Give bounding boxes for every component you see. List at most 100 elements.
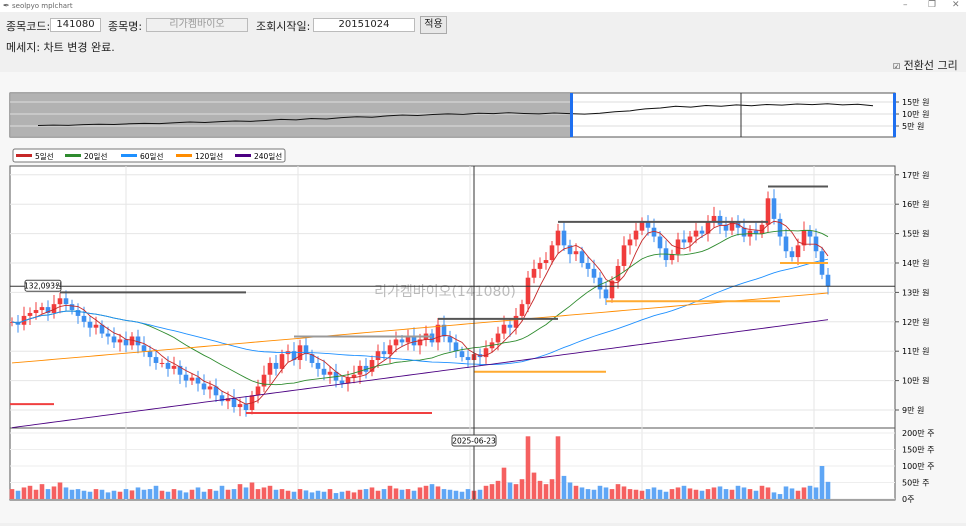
candle-body bbox=[717, 215, 723, 225]
candle-body bbox=[669, 254, 675, 261]
volume-bar bbox=[57, 482, 63, 499]
candle-body bbox=[351, 374, 357, 378]
candle-body bbox=[405, 336, 411, 343]
date-input[interactable]: 20151024 bbox=[313, 18, 415, 32]
volume-bar bbox=[111, 490, 117, 499]
code-input[interactable]: 141080 bbox=[50, 18, 101, 32]
volume-bar bbox=[465, 489, 471, 499]
ma-line-5 bbox=[11, 220, 829, 405]
candle-body bbox=[21, 315, 27, 325]
volume-bar bbox=[123, 489, 129, 499]
legend-swatch bbox=[16, 154, 32, 157]
volume-bar bbox=[651, 487, 657, 499]
candle-body bbox=[9, 321, 15, 323]
volume-bar bbox=[645, 489, 651, 499]
candle-body bbox=[279, 354, 285, 369]
candle-body bbox=[387, 345, 393, 355]
volume-bar bbox=[135, 487, 141, 499]
volume-bar bbox=[603, 487, 609, 499]
volume-bar bbox=[423, 485, 429, 499]
candle-body bbox=[735, 221, 741, 228]
candle-body bbox=[777, 218, 783, 237]
candle-body bbox=[645, 221, 651, 228]
candle-body bbox=[585, 263, 591, 269]
candle-body bbox=[315, 362, 321, 369]
feather-icon: ✒ bbox=[3, 1, 10, 10]
volume-bar bbox=[693, 489, 699, 499]
close-button[interactable]: ✕ bbox=[952, 0, 960, 10]
candle-body bbox=[711, 215, 717, 222]
apply-button[interactable]: 적용 bbox=[420, 16, 447, 34]
volume-bar bbox=[177, 490, 183, 499]
volume-bar bbox=[153, 485, 159, 499]
volume-bar bbox=[819, 466, 825, 499]
candle-body bbox=[135, 336, 141, 346]
candle-body bbox=[573, 251, 579, 255]
volume-bar bbox=[441, 489, 447, 499]
volume-bar bbox=[417, 487, 423, 499]
chart-canvas[interactable]: 5만 원 10만 원 15만 원 5일선 20일선 60일선 120일선 240일선 9만 원 1… bbox=[0, 72, 966, 523]
volume-bar bbox=[69, 489, 75, 499]
candle-body bbox=[675, 239, 681, 255]
volume-bar bbox=[321, 491, 327, 499]
candle-body bbox=[519, 304, 525, 316]
volume-bar bbox=[279, 489, 285, 499]
candle-body bbox=[627, 239, 633, 246]
candle-body bbox=[807, 230, 813, 237]
candle-body bbox=[447, 336, 453, 343]
candle-body bbox=[117, 339, 123, 343]
chart-area[interactable]: 5만 원 10만 원 15만 원 5일선 20일선 60일선 120일선 240일선 9만 원 1… bbox=[0, 72, 966, 523]
candle-body bbox=[525, 277, 531, 305]
candle-body bbox=[705, 221, 711, 234]
candle-body bbox=[111, 336, 117, 343]
candle-body bbox=[171, 365, 177, 369]
volume-bar bbox=[789, 488, 795, 499]
candle-body bbox=[687, 236, 693, 243]
volume-bar bbox=[393, 488, 399, 499]
volume-bar bbox=[183, 492, 189, 499]
price-plot-frame bbox=[9, 165, 896, 429]
volume-bar bbox=[507, 482, 513, 499]
volume-bar bbox=[543, 484, 549, 499]
navigator-shade bbox=[10, 93, 572, 137]
volume-bar bbox=[249, 482, 255, 499]
volume-bar bbox=[237, 484, 243, 499]
date-label-box bbox=[451, 434, 497, 447]
volume-bar bbox=[741, 487, 747, 499]
candle-body bbox=[399, 339, 405, 343]
candle-body bbox=[765, 198, 771, 225]
volume-bar bbox=[759, 485, 765, 499]
volume-bar bbox=[33, 489, 39, 499]
candle-body bbox=[153, 357, 159, 363]
candle-body bbox=[579, 251, 585, 263]
candle-body bbox=[207, 386, 213, 390]
candle-body bbox=[597, 277, 603, 290]
volume-bar bbox=[399, 489, 405, 499]
candle-body bbox=[183, 374, 189, 381]
nav-right-handle[interactable] bbox=[893, 93, 896, 137]
volume-bar bbox=[555, 436, 561, 499]
candle-body bbox=[441, 324, 447, 337]
volume-bar bbox=[687, 488, 693, 499]
candle-body bbox=[93, 324, 99, 328]
candle-body bbox=[639, 221, 645, 231]
maximize-button[interactable]: ❐ bbox=[928, 0, 937, 10]
minimize-button[interactable]: – bbox=[903, 0, 908, 10]
volume-bar bbox=[765, 487, 771, 499]
volume-bar bbox=[195, 487, 201, 499]
volume-bar bbox=[495, 480, 501, 499]
volume-bar bbox=[213, 490, 219, 499]
volume-bar bbox=[561, 475, 567, 499]
volume-bar bbox=[609, 489, 615, 499]
candle-body bbox=[261, 374, 267, 387]
volume-bar bbox=[291, 491, 297, 499]
nav-left-handle[interactable] bbox=[570, 93, 573, 137]
volume-bar bbox=[825, 481, 831, 499]
candle-body bbox=[291, 351, 297, 361]
volume-bar bbox=[573, 485, 579, 499]
candle-body bbox=[213, 386, 219, 396]
candle-body bbox=[267, 362, 273, 375]
volume-bar bbox=[663, 491, 669, 499]
vol-tick-label: 100만 주 bbox=[902, 462, 935, 471]
candle-body bbox=[225, 398, 231, 402]
